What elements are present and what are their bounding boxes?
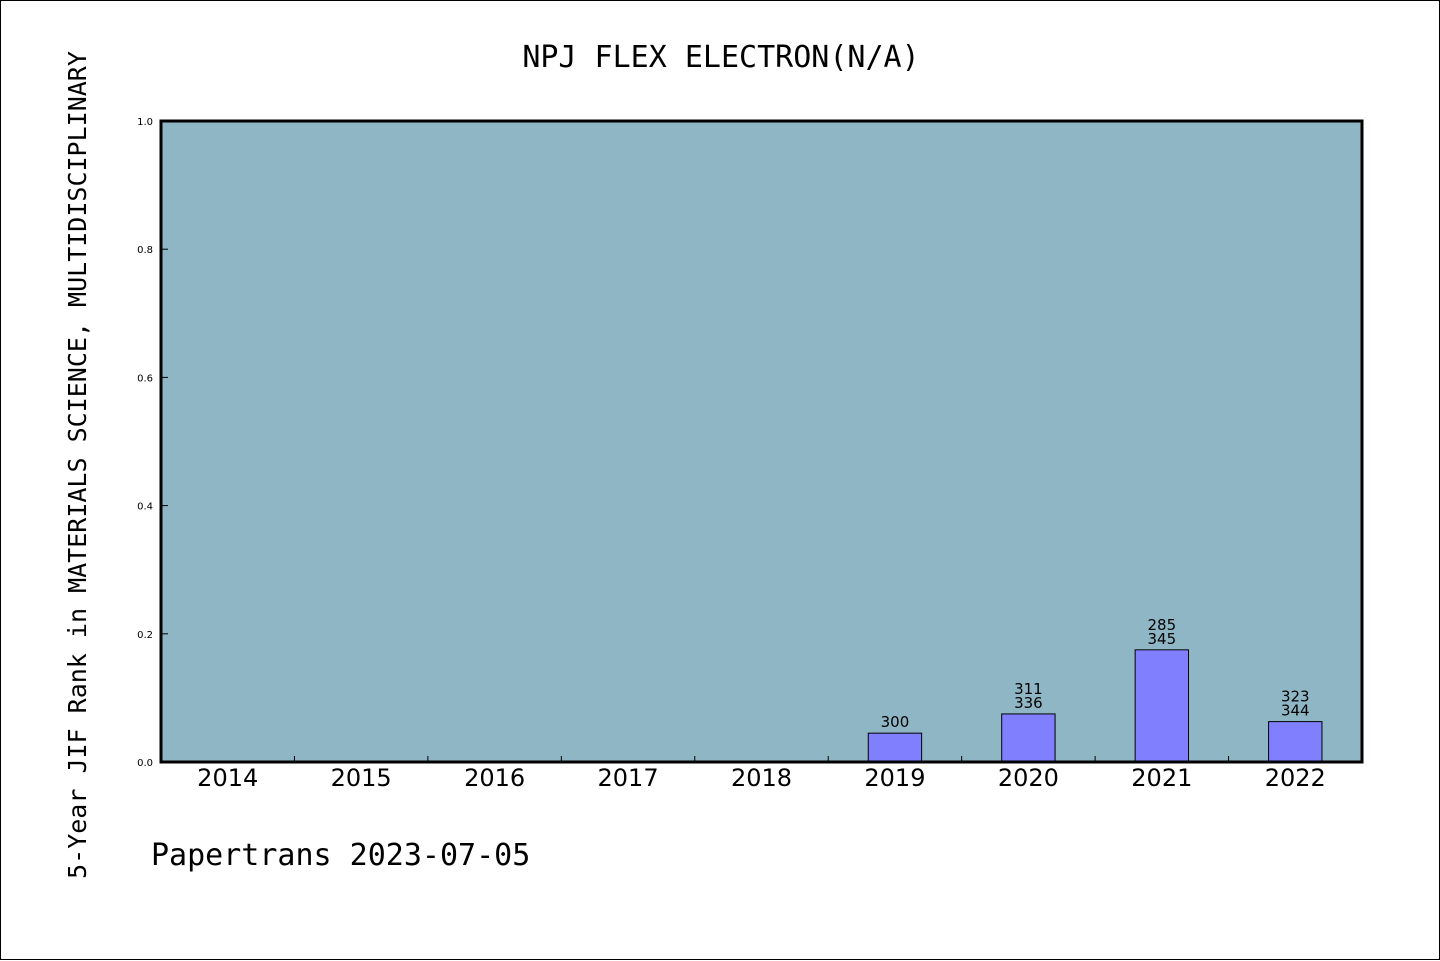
y-tick-label: 0.8	[137, 245, 153, 256]
y-tick-label: 0.2	[137, 630, 153, 641]
bar-value-label: 345	[1148, 630, 1177, 648]
bar-value-label: 336	[1014, 694, 1043, 712]
bar-2021	[1134, 649, 1190, 763]
x-tick-label: 2014	[197, 764, 258, 792]
chart-title: NPJ FLEX ELECTRON(N/A)	[522, 40, 919, 75]
x-tick-label: 2021	[1131, 764, 1192, 792]
y-tick-label: 0.4	[137, 502, 153, 513]
x-tick-label: 2017	[598, 764, 659, 792]
x-tick-label: 2016	[464, 764, 525, 792]
bar-value-label: 300	[881, 713, 910, 731]
x-tick-label: 2019	[864, 764, 925, 792]
bar-value-label: 311	[1014, 680, 1043, 698]
x-tick-label: 2015	[331, 764, 392, 792]
bar-2022	[1268, 721, 1323, 763]
plot-frame	[159, 119, 1364, 764]
footer-watermark: Papertrans 2023-07-05	[151, 838, 530, 873]
bars-layer	[867, 649, 1323, 763]
x-tick-label: 2020	[998, 764, 1059, 792]
y-axis-label: 5-Year JIF Rank in MATERIALS SCIENCE, MU…	[63, 51, 92, 879]
y-tick-label: 0.0	[137, 758, 153, 769]
y-tick-label: 0.6	[137, 373, 153, 384]
x-tick-label: 2018	[731, 764, 792, 792]
y-tick-label: 1.0	[137, 117, 153, 128]
bar-value-label: 344	[1281, 702, 1310, 720]
x-axis: 2014 2015 2016 2017 2018 2019 2020 2021 2022	[197, 756, 1326, 792]
bar-value-label: 323	[1281, 688, 1310, 706]
x-tick-label: 2022	[1265, 764, 1326, 792]
bar-value-label: 285	[1148, 616, 1177, 634]
bar-2019	[867, 732, 923, 763]
bar-2020	[1001, 713, 1056, 763]
